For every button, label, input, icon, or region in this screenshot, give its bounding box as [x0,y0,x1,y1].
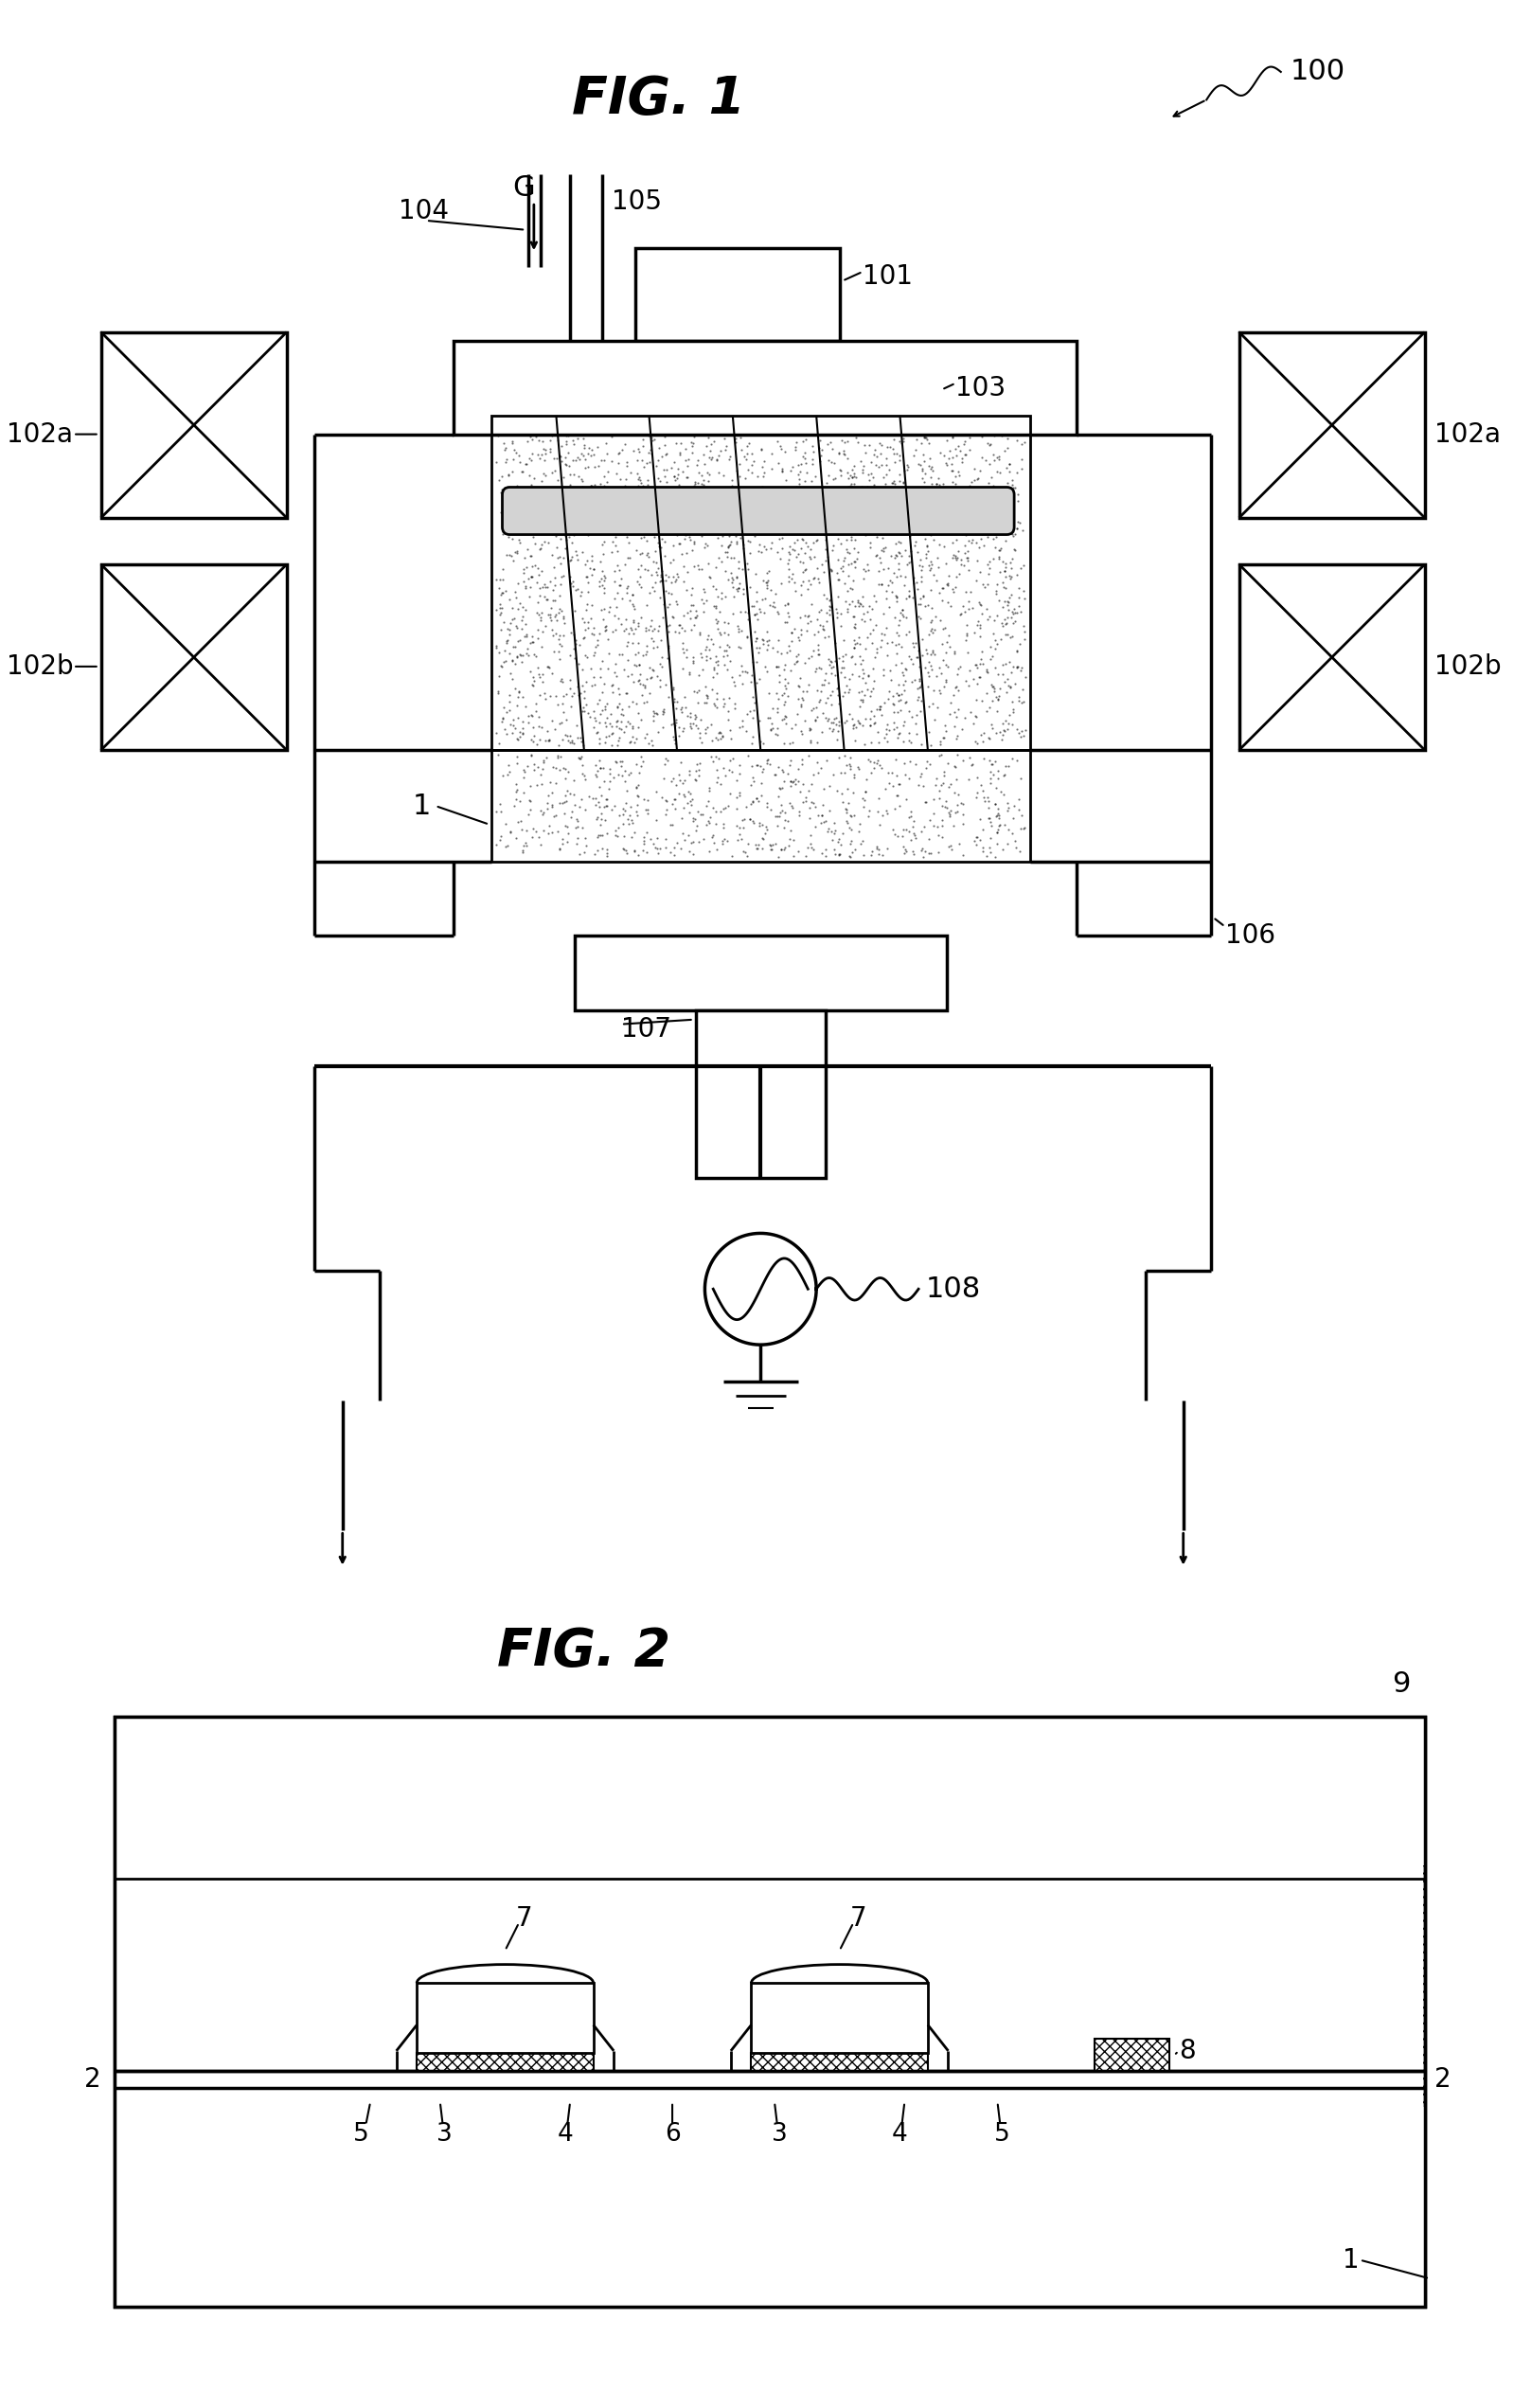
Text: 5: 5 [995,2121,1010,2148]
Text: 102b: 102b [1434,653,1500,679]
Text: 1: 1 [412,792,430,819]
Bar [751,1984,928,2052]
Bar [695,1011,825,1178]
Bar [1095,2040,1169,2071]
Bar [115,2107,1425,2307]
Text: 2: 2 [85,2066,101,2093]
Bar [751,2052,928,2071]
Bar [117,2107,1423,2304]
Text: 102b: 102b [6,653,73,679]
Text: 8: 8 [1178,2037,1196,2064]
Text: G: G [512,173,534,202]
Text: 2: 2 [1434,2066,1450,2093]
Bar [117,1866,1423,2107]
Bar [575,937,946,1011]
Text: 104: 104 [398,197,448,224]
Text: 107: 107 [621,1016,671,1043]
Text: 106: 106 [1225,922,1275,949]
Text: FIG. 1: FIG. 1 [572,75,745,125]
Bar [1238,563,1425,751]
Text: 7: 7 [849,1905,866,1931]
Bar [101,332,286,518]
Text: FIG. 2: FIG. 2 [498,1625,671,1676]
Text: 102a: 102a [1434,421,1500,448]
Bar [491,751,1030,862]
Bar [115,1717,1425,2307]
Text: 103: 103 [955,376,1005,402]
Bar [491,417,1030,751]
Text: 100: 100 [1290,58,1344,87]
Bar [1238,332,1425,518]
Text: 108: 108 [927,1276,981,1303]
Bar [416,2052,593,2071]
Text: 6: 6 [665,2121,680,2148]
Text: 9: 9 [1393,1671,1411,1698]
Bar [101,563,286,751]
Text: 101: 101 [863,262,913,289]
Bar [115,1717,1425,1866]
Bar [115,1717,1425,2307]
Bar [454,342,1076,433]
Text: 7: 7 [515,1905,531,1931]
Text: 5: 5 [353,2121,369,2148]
Text: 3: 3 [771,2121,787,2148]
Text: 1: 1 [1341,2247,1360,2273]
Text: 105: 105 [612,188,662,214]
Text: 3: 3 [436,2121,453,2148]
Bar [636,248,840,342]
FancyBboxPatch shape [503,486,1014,535]
Text: 4: 4 [892,2121,908,2148]
Text: 102a: 102a [6,421,73,448]
Text: 4: 4 [557,2121,574,2148]
Bar [416,1984,593,2052]
